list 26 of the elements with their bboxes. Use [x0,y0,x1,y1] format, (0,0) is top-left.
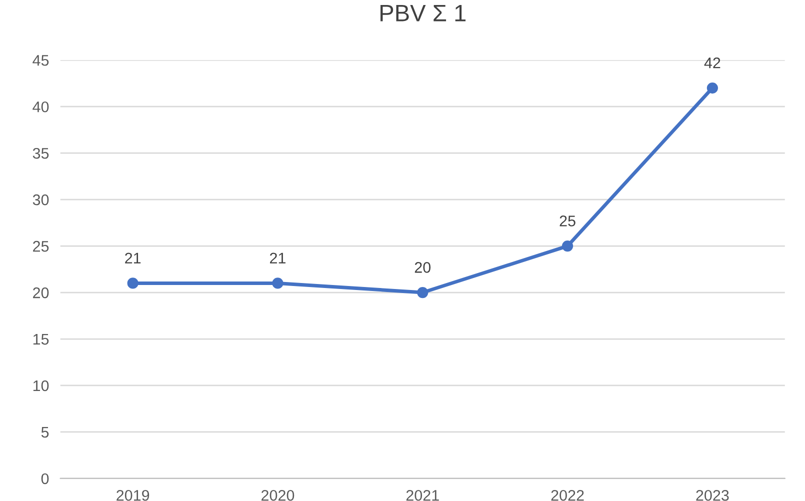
y-tick-label: 10 [33,380,49,392]
data-label: 21 [125,252,141,264]
x-tick-label: 2022 [551,490,584,501]
x-tick-label: 2021 [406,490,439,501]
y-tick-label: 45 [32,55,49,66]
data-label: 25 [560,216,576,226]
point [272,278,284,289]
point [417,286,428,298]
point [562,240,574,252]
chart-title: PBV Σ 1 [380,4,466,22]
x-tick-label: 2023 [696,490,729,501]
y-tick-label: 40 [32,101,49,112]
point [706,82,718,94]
data-label: 20 [414,262,431,273]
x-tick-label: 2020 [262,490,294,501]
point [127,278,138,289]
data-label: 42 [704,58,720,68]
y-tick-label: 20 [33,287,49,298]
y-tick-label: 0 [41,473,49,484]
y-tick-label: 30 [32,194,49,206]
y-tick-label: 15 [33,334,49,345]
y-tick-label: 5 [41,427,49,438]
data-label: 21 [270,252,286,264]
y-tick-label: 35 [32,148,49,159]
y-tick-label: 25 [33,240,49,252]
x-tick-label: 2019 [116,490,150,501]
